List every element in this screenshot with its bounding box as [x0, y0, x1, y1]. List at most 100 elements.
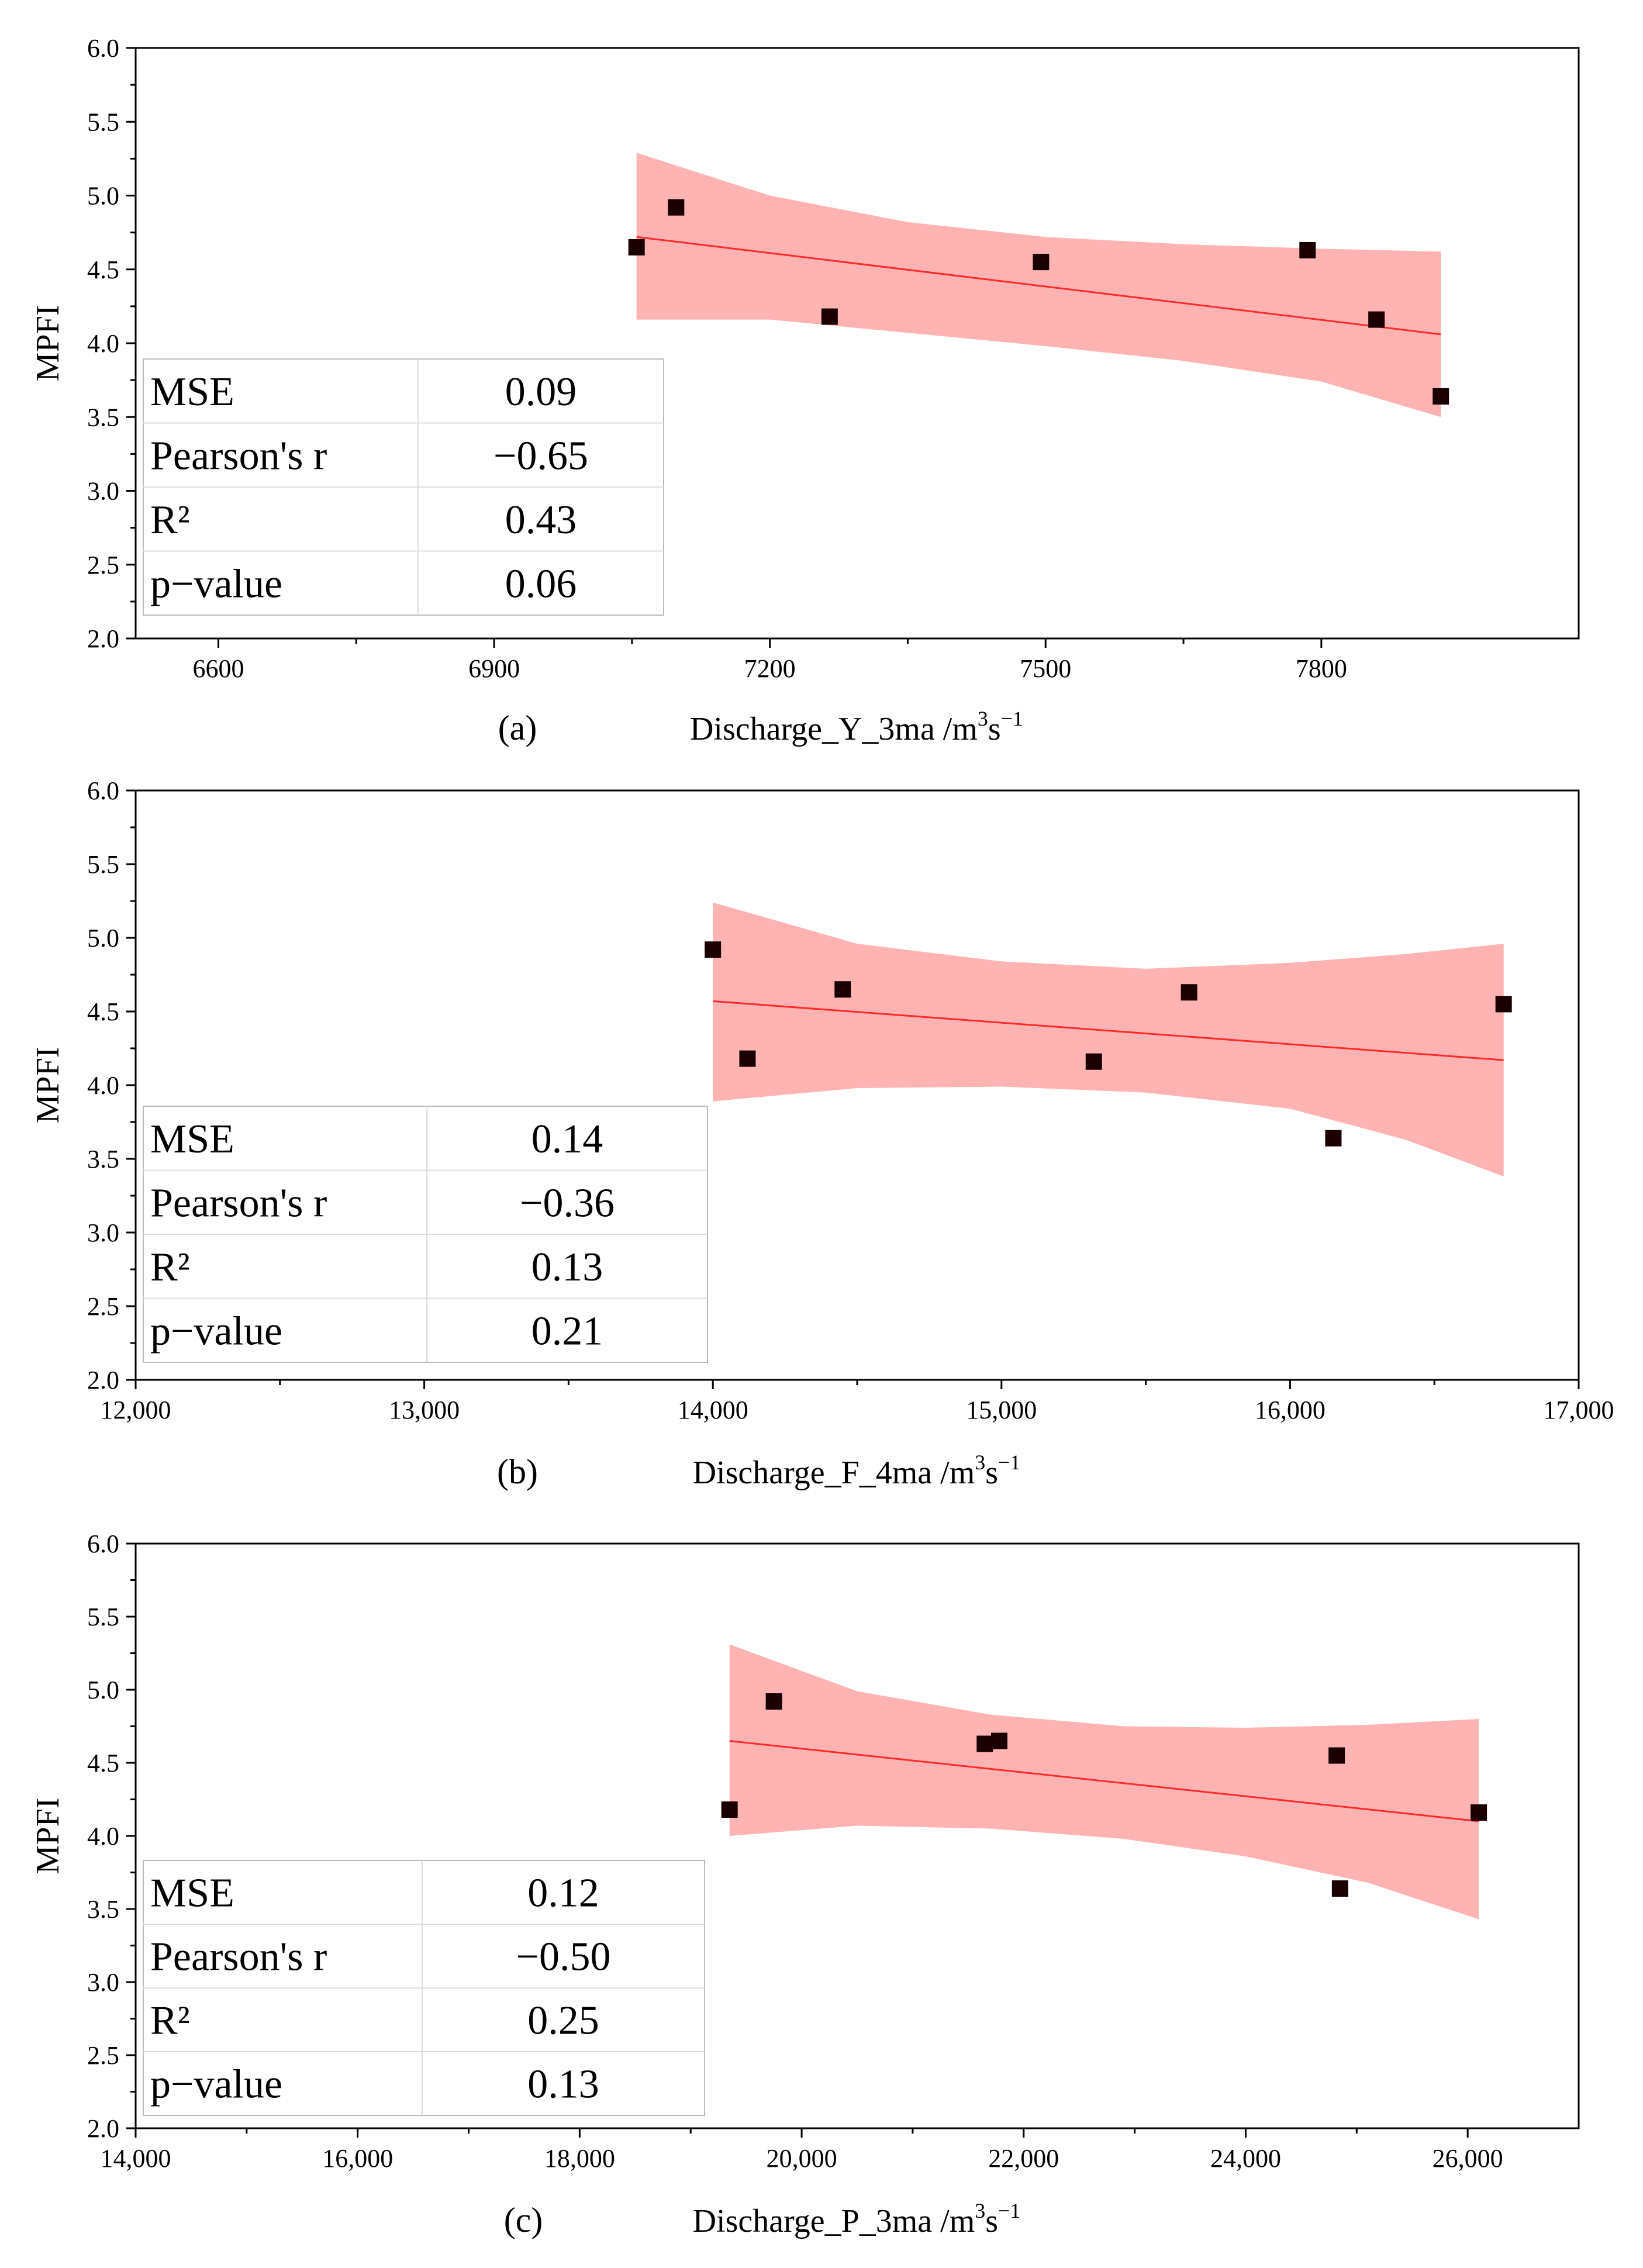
y-tick-label: 6.0 [87, 776, 119, 805]
x-axis-label-sup: −1 [1001, 707, 1023, 730]
data-point [1325, 1130, 1342, 1147]
data-point [739, 1050, 756, 1067]
data-point [1328, 1747, 1345, 1764]
data-point [976, 1735, 993, 1752]
x-axis-label: Discharge_P_3ma /m3s−1 [693, 2199, 1021, 2239]
x-axis-label-main: Discharge_F_4ma /m [693, 1455, 975, 1491]
data-point [834, 981, 851, 998]
x-tick-label: 6900 [468, 654, 520, 683]
x-axis-label-sup: 3 [975, 1451, 985, 1474]
x-tick-label: 7500 [1020, 654, 1071, 683]
stats-value: 0.14 [531, 1117, 603, 1162]
stats-label: R² [150, 1998, 190, 2043]
data-point [668, 199, 685, 216]
y-tick-label: 6.0 [87, 34, 119, 63]
stats-value: 0.13 [527, 2062, 599, 2107]
confidence-band [713, 902, 1504, 1177]
stats-label: Pearson's r [150, 1935, 327, 1980]
stats-label: Pearson's r [150, 1180, 327, 1226]
x-axis-label-unit: s [985, 1455, 998, 1491]
y-tick-label: 2.5 [87, 1292, 119, 1321]
stats-value: 0.43 [505, 498, 577, 543]
x-tick-label: 7200 [744, 654, 796, 683]
y-tick-label: 2.5 [87, 551, 119, 579]
y-tick-label: 5.5 [87, 850, 119, 879]
data-point [705, 941, 722, 958]
data-point [1331, 1880, 1348, 1897]
fit-line [713, 1000, 1504, 1061]
x-tick-label: 12,000 [101, 1396, 171, 1424]
chart-panel-b: MSE 0.14 Pearson's r −0.36 R² 0.13 p−value 0.21… [30, 776, 1614, 1491]
stats-label: p−value [150, 2062, 282, 2107]
stats-value: −0.65 [493, 433, 588, 478]
data-point [765, 1693, 782, 1710]
y-tick-label: 5.0 [87, 182, 119, 210]
x-tick-label: 14,000 [101, 2144, 171, 2173]
y-tick-label: 4.0 [87, 1822, 119, 1851]
y-axis-label: MPFI [30, 305, 66, 382]
x-tick-label: 16,000 [322, 2144, 393, 2173]
x-tick-label: 7800 [1296, 654, 1347, 683]
stats-value: 0.13 [531, 1245, 603, 1290]
data-point [1368, 311, 1385, 328]
x-tick-label: 22,000 [988, 2144, 1059, 2173]
x-axis-label-unit: s [985, 2203, 998, 2239]
y-tick-label: 2.5 [87, 2041, 119, 2070]
y-tick-label: 3.5 [87, 1895, 119, 1924]
x-axis-label-sup: 3 [978, 707, 988, 730]
x-tick-label: 20,000 [767, 2144, 837, 2173]
data-point [1085, 1053, 1102, 1070]
y-axis-label: MPFI [30, 1047, 66, 1124]
x-tick-label: 14,000 [678, 1396, 748, 1424]
data-point [821, 308, 838, 325]
data-point [991, 1732, 1008, 1749]
y-tick-label: 3.5 [87, 1145, 119, 1173]
y-tick-label: 4.5 [87, 997, 119, 1026]
x-axis-label-sup: 3 [975, 2199, 985, 2222]
data-point [1181, 984, 1197, 1001]
x-tick-label: 17,000 [1544, 1396, 1614, 1424]
stats-table: MSE 0.09 Pearson's r −0.65 R² 0.43 p−value 0.06 [143, 358, 664, 616]
y-tick-label: 2.0 [87, 624, 119, 653]
stats-value: 0.12 [527, 1871, 599, 1916]
chart-panel-c: MSE 0.12 Pearson's r −0.50 R² 0.25 p−value 0.13… [30, 1530, 1580, 2239]
stats-value: −0.50 [516, 1935, 611, 1980]
chart-panel-a: MSE 0.09 Pearson's r −0.65 R² 0.43 p−value 0.06… [30, 34, 1580, 747]
panel-label: (c) [504, 2201, 543, 2239]
x-tick-label: 6600 [192, 654, 244, 683]
data-point [1495, 996, 1512, 1013]
y-tick-label: 3.0 [87, 1968, 119, 1997]
stats-label: R² [150, 1245, 190, 1290]
y-tick-label: 2.0 [87, 2114, 119, 2143]
x-axis-label-main: Discharge_P_3ma /m [693, 2203, 975, 2239]
data-point [628, 239, 645, 256]
y-tick-label: 2.0 [87, 1366, 119, 1394]
data-point [1471, 1804, 1487, 1821]
panel-label: (a) [498, 709, 537, 747]
fit-line [636, 236, 1441, 336]
panel-label: (b) [497, 1452, 538, 1491]
x-axis-label-sup: −1 [998, 2199, 1020, 2222]
stats-value: 0.06 [505, 561, 577, 606]
y-tick-label: 3.0 [87, 477, 119, 506]
x-axis-label-sup: −1 [998, 1451, 1020, 1474]
x-axis-label: Discharge_F_4ma /m3s−1 [693, 1451, 1021, 1491]
y-tick-label: 3.0 [87, 1218, 119, 1247]
stats-value: 0.25 [527, 1998, 599, 2043]
x-tick-label: 24,000 [1210, 2144, 1281, 2173]
stats-label: MSE [150, 370, 234, 415]
x-tick-label: 13,000 [389, 1396, 460, 1424]
x-tick-label: 26,000 [1433, 2144, 1503, 2173]
y-tick-label: 4.5 [87, 256, 119, 284]
stats-value: 0.21 [531, 1309, 603, 1354]
stats-value: 0.09 [505, 370, 577, 415]
stats-label: MSE [150, 1871, 234, 1916]
y-tick-label: 6.0 [87, 1530, 119, 1558]
stats-label: p−value [150, 1309, 282, 1354]
stats-table: MSE 0.12 Pearson's r −0.50 R² 0.25 p−value 0.13 [143, 1860, 705, 2116]
x-axis-label: Discharge_Y_3ma /m3s−1 [690, 707, 1023, 747]
y-tick-label: 5.0 [87, 924, 119, 952]
x-tick-label: 15,000 [966, 1396, 1037, 1424]
x-axis-label-unit: s [988, 711, 1001, 747]
